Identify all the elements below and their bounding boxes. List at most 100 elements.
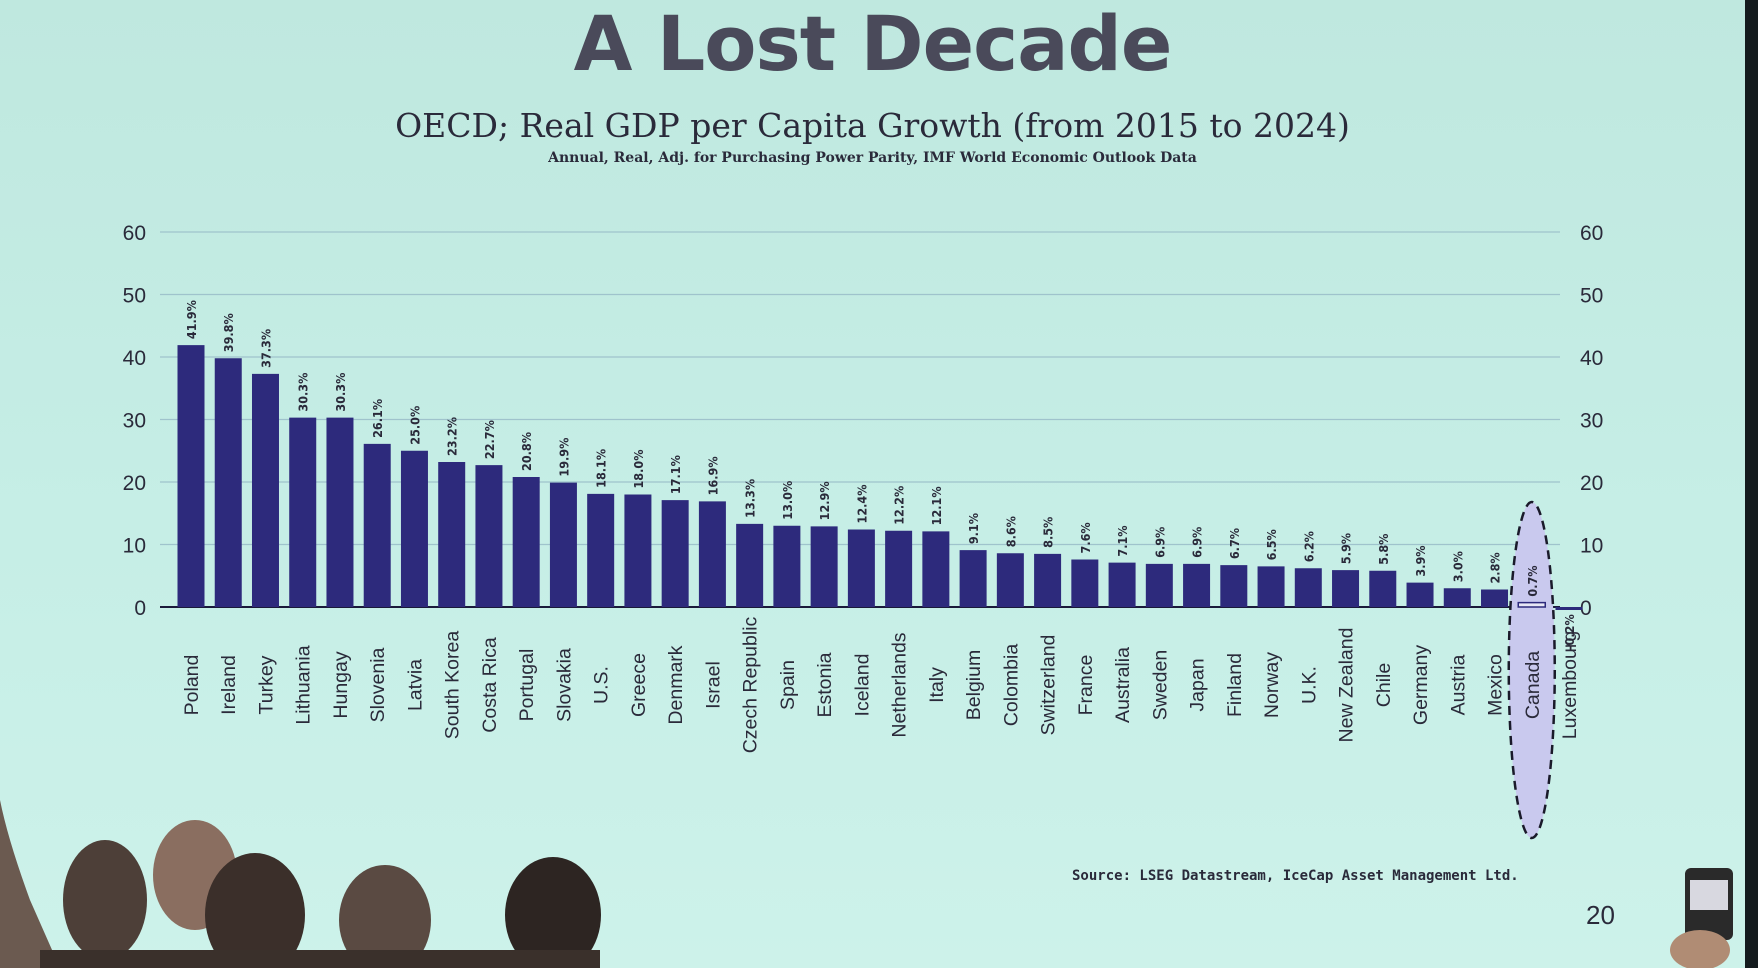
category-label: Italy bbox=[926, 667, 948, 703]
category-label: Finland bbox=[1224, 653, 1246, 717]
category-label: Turkey bbox=[255, 655, 277, 714]
category-label: Belgium bbox=[963, 650, 985, 720]
data-label: 19.9% bbox=[556, 438, 571, 477]
data-label: 18.1% bbox=[594, 449, 609, 488]
y-tick-label-left: 10 bbox=[123, 535, 146, 558]
y-tick-label-left: 20 bbox=[123, 472, 146, 495]
data-label: 3.0% bbox=[1450, 551, 1465, 582]
bar-latvia bbox=[400, 450, 428, 607]
category-label: Mexico bbox=[1485, 654, 1507, 716]
data-label: 30.3% bbox=[333, 373, 348, 412]
category-label: Denmark bbox=[665, 645, 687, 724]
category-label: South Korea bbox=[442, 631, 464, 740]
y-tick-label-left: 0 bbox=[134, 597, 146, 620]
data-label: 3.9% bbox=[1413, 545, 1428, 576]
category-label: Israel bbox=[702, 661, 724, 709]
category-label: France bbox=[1075, 655, 1097, 716]
bar-italy bbox=[922, 531, 950, 607]
bar-estonia bbox=[810, 526, 838, 607]
bar-denmark bbox=[661, 500, 689, 607]
y-tick-label-right: 60 bbox=[1580, 222, 1603, 245]
data-label: 7.1% bbox=[1115, 525, 1130, 556]
bar-chile bbox=[1369, 570, 1397, 607]
category-label: Colombia bbox=[1000, 644, 1022, 727]
bar-slovenia bbox=[363, 443, 391, 607]
slide-title: A Lost Decade bbox=[573, 0, 1173, 88]
category-label: Norway bbox=[1261, 652, 1283, 718]
data-label: 8.6% bbox=[1003, 516, 1018, 547]
bar-czech-republic bbox=[736, 523, 764, 607]
screen-edge bbox=[1745, 0, 1758, 968]
data-label: 12.2% bbox=[892, 486, 907, 525]
category-label: Slovakia bbox=[553, 648, 575, 722]
data-label: 6.7% bbox=[1227, 528, 1242, 559]
category-label: Spain bbox=[777, 660, 799, 710]
data-label: 39.8% bbox=[221, 313, 236, 352]
data-label: 37.3% bbox=[258, 329, 273, 368]
category-label: Luxembourg bbox=[1559, 631, 1581, 739]
bar-austria bbox=[1443, 588, 1471, 607]
bar-turkey bbox=[251, 373, 279, 607]
bar-portugal bbox=[512, 477, 540, 607]
category-label: Costa Rica bbox=[479, 637, 501, 733]
data-label: 41.9% bbox=[184, 300, 199, 339]
bar-mexico bbox=[1481, 589, 1509, 607]
data-label: 22.7% bbox=[482, 420, 497, 459]
bar-sweden bbox=[1145, 563, 1173, 607]
category-label: Canada bbox=[1522, 651, 1544, 719]
category-label: Latvia bbox=[404, 659, 426, 711]
category-label: Chile bbox=[1373, 663, 1395, 707]
category-label: Estonia bbox=[814, 652, 836, 717]
chart-note: Annual, Real, Adj. for Purchasing Power … bbox=[548, 150, 1197, 166]
highlight-ellipse bbox=[1507, 500, 1557, 840]
bar-poland bbox=[177, 345, 205, 607]
category-label: U.S. bbox=[591, 666, 613, 704]
bar-germany bbox=[1406, 582, 1434, 607]
bar-spain bbox=[773, 525, 801, 607]
data-label: 16.9% bbox=[705, 456, 720, 495]
bar-hungay bbox=[326, 417, 354, 607]
bar-finland bbox=[1220, 565, 1248, 607]
category-label: Hungay bbox=[330, 651, 352, 718]
data-label: 12.9% bbox=[817, 481, 832, 520]
bar-canada bbox=[1517, 601, 1547, 608]
data-label: 13.0% bbox=[780, 481, 795, 520]
data-label: 12.1% bbox=[929, 486, 944, 525]
y-tick-label-right: 30 bbox=[1580, 410, 1603, 433]
data-label: 12.4% bbox=[854, 484, 869, 523]
category-label: Iceland bbox=[851, 654, 873, 717]
data-label: 2.8% bbox=[1488, 552, 1503, 583]
bar-australia bbox=[1108, 562, 1136, 607]
data-label: 20.8% bbox=[519, 432, 534, 471]
chart-subtitle: OECD; Real GDP per Capita Growth (from 2… bbox=[395, 106, 1350, 145]
bar-greece bbox=[624, 494, 652, 607]
bar-norway bbox=[1257, 566, 1285, 607]
bar-south-korea bbox=[438, 462, 466, 607]
y-tick-label-left: 50 bbox=[123, 285, 146, 308]
bar-iceland bbox=[847, 529, 875, 607]
category-label: Greece bbox=[628, 653, 650, 717]
category-label: Sweden bbox=[1149, 650, 1171, 720]
data-label: 6.5% bbox=[1264, 529, 1279, 560]
y-tick-label-right: 50 bbox=[1580, 285, 1603, 308]
bar-netherlands bbox=[885, 530, 913, 607]
bar-japan bbox=[1183, 563, 1211, 607]
bar-switzerland bbox=[1034, 553, 1062, 607]
category-label: Germany bbox=[1410, 645, 1432, 725]
y-tick-label-left: 40 bbox=[123, 347, 146, 370]
category-label: Slovenia bbox=[367, 647, 389, 722]
y-tick-label-right: 40 bbox=[1580, 347, 1603, 370]
data-label: 30.3% bbox=[296, 373, 311, 412]
y-tick-label-right: 10 bbox=[1580, 535, 1603, 558]
data-label: 7.6% bbox=[1078, 522, 1093, 553]
data-label: 8.5% bbox=[1041, 517, 1056, 548]
bar-u-s- bbox=[587, 493, 615, 607]
data-label: 5.9% bbox=[1339, 533, 1354, 564]
bar-luxembourg bbox=[1555, 607, 1583, 610]
data-label: 13.3% bbox=[743, 479, 758, 518]
category-label: Ireland bbox=[218, 655, 240, 715]
data-label: -0.2% bbox=[1562, 614, 1577, 650]
bar-costa-rica bbox=[475, 465, 503, 607]
y-tick-label-left: 60 bbox=[123, 222, 146, 245]
